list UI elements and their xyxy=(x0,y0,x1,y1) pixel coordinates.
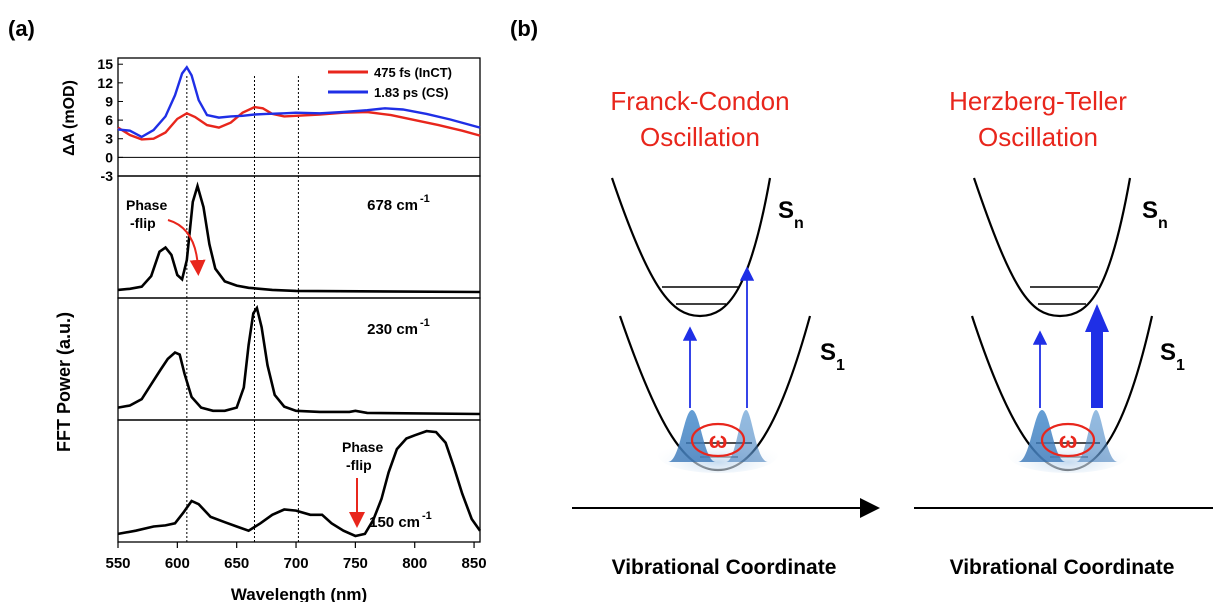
mode-label-678-sup: -1 xyxy=(420,193,430,205)
x-axis: 550 600 650 700 750 800 850 xyxy=(105,542,487,572)
legend-label-1: 1.83 ps (CS) xyxy=(374,85,448,100)
ta-y-tick-label: -3 xyxy=(101,168,114,184)
x-tick-label: 600 xyxy=(165,555,190,572)
mode-label-230-sup: -1 xyxy=(420,317,430,329)
fc-sn-label: S xyxy=(778,197,794,224)
ht-title-line1: Herzberg-Teller xyxy=(949,86,1127,116)
ht-wavepacket-right xyxy=(1076,410,1118,462)
panel-b-label: (b) xyxy=(510,16,538,41)
phase-flip-2-line2: -flip xyxy=(346,457,372,473)
ht-s1-sub: 1 xyxy=(1176,357,1185,374)
mode-label-230-text: 230 cm xyxy=(367,321,418,338)
spectra-curves xyxy=(117,65,482,538)
phase-flip-2-line1: Phase xyxy=(342,439,383,455)
ht-excitation-arrow-strong xyxy=(1085,304,1109,408)
fc-s1-label: S xyxy=(820,339,836,366)
fc-sn-potential xyxy=(610,177,772,318)
ht-omega: ω xyxy=(1059,428,1078,453)
ht-sn-sub: n xyxy=(1158,215,1168,232)
fc-sn-sub: n xyxy=(794,215,804,232)
ht-axis-label: Vibrational Coordinate xyxy=(950,556,1175,579)
fc-wavepacket-right xyxy=(726,410,768,462)
ht-s1-label: S xyxy=(1160,339,1176,366)
legend-label-0: 475 fs (InCT) xyxy=(374,65,452,80)
mode-label-230: 230 cm -1 xyxy=(367,317,430,338)
ht-oscillation-loop xyxy=(1040,422,1096,458)
ta-y-label: ΔA (mOD) xyxy=(61,80,78,156)
ta-series-0 xyxy=(117,105,481,141)
mode-label-678: 678 cm -1 xyxy=(367,193,430,214)
panel-a-label: (a) xyxy=(8,16,35,41)
fc-title-line2: Oscillation xyxy=(640,122,760,152)
ta-y-tick-label: 9 xyxy=(105,93,113,109)
franck-condon-diagram: ω S n S 1 Vibrational Coordinate xyxy=(572,177,880,579)
ta-y-tick-label: 15 xyxy=(97,56,113,72)
x-tick-label: 700 xyxy=(284,555,309,572)
fft-series-1 xyxy=(117,181,481,294)
mode-label-150-text: 150 cm xyxy=(369,514,420,531)
fc-oscillation-loop xyxy=(690,422,746,458)
mode-label-150-sup: -1 xyxy=(422,510,432,522)
ta-y-tick-label: 3 xyxy=(105,131,113,147)
herzberg-teller-diagram: ω S n S 1 Vibrational Coordinate xyxy=(914,177,1213,579)
fc-omega: ω xyxy=(709,428,728,453)
ta-series-1 xyxy=(117,65,481,139)
mode-label-150: 150 cm -1 xyxy=(369,510,432,531)
mode-label-678-text: 678 cm xyxy=(367,197,418,214)
fc-title-line1: Franck-Condon xyxy=(610,86,789,116)
phase-flip-1-line2: -flip xyxy=(130,215,156,231)
ta-y-tick-label: 6 xyxy=(105,112,113,128)
x-axis-label: Wavelength (nm) xyxy=(231,585,367,602)
fft-series-3 xyxy=(117,429,482,538)
x-tick-label: 750 xyxy=(343,555,368,572)
x-tick-label: 850 xyxy=(462,555,487,572)
fc-s1-sub: 1 xyxy=(836,357,845,374)
x-tick-label: 800 xyxy=(402,555,427,572)
ta-y-axis: -3 0 3 6 9 12 15 xyxy=(97,56,480,184)
fft-series-2 xyxy=(117,304,481,416)
ht-sn-potential xyxy=(972,177,1132,318)
fft-150-frame xyxy=(117,419,481,543)
x-tick-label: 650 xyxy=(224,555,249,572)
fc-axis-label: Vibrational Coordinate xyxy=(612,556,837,579)
phase-flip-1-arrow xyxy=(167,219,206,276)
ta-y-tick-label: 12 xyxy=(97,75,113,91)
phase-flip-annotation-1: Phase -flip xyxy=(126,197,206,276)
fft-y-label: FFT Power (a.u.) xyxy=(54,312,74,452)
ht-sn-label: S xyxy=(1142,197,1158,224)
x-tick-label: 550 xyxy=(105,555,130,572)
phase-flip-annotation-2: Phase -flip xyxy=(342,439,383,528)
phase-flip-1-line1: Phase xyxy=(126,197,167,213)
ta-y-tick-label: 0 xyxy=(105,149,113,165)
guide-lines xyxy=(186,76,299,542)
ht-title-line2: Oscillation xyxy=(978,122,1098,152)
legend: 475 fs (InCT) 1.83 ps (CS) xyxy=(328,65,452,100)
